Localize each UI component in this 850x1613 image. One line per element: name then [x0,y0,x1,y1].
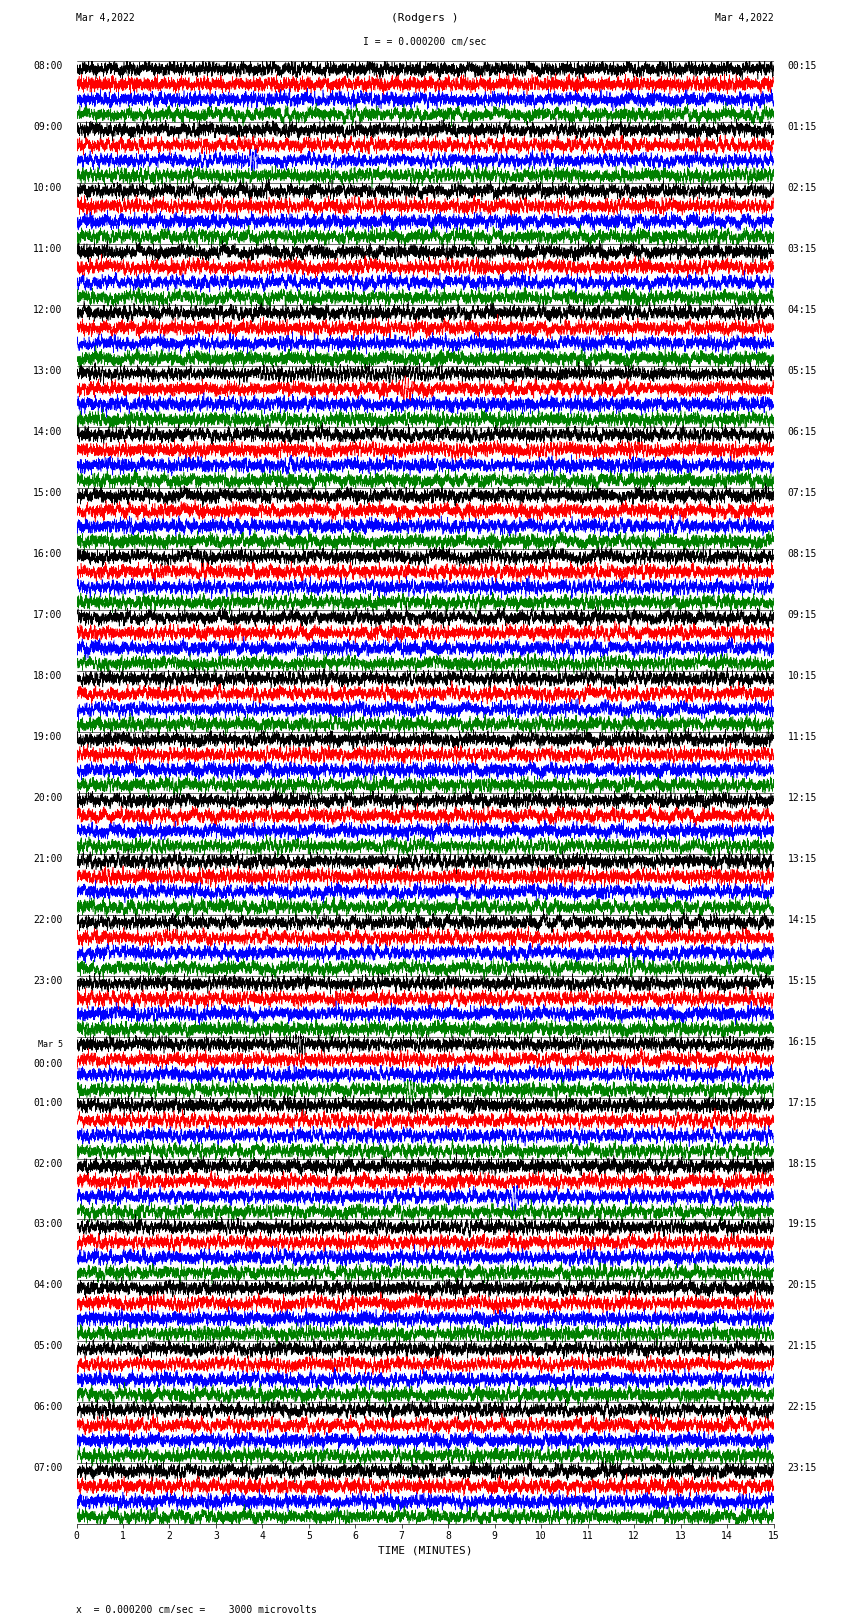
Text: 22:15: 22:15 [787,1402,817,1413]
Text: (Rodgers ): (Rodgers ) [391,13,459,23]
Text: 11:15: 11:15 [787,732,817,742]
Text: 09:00: 09:00 [33,123,63,132]
Text: 15:00: 15:00 [33,489,63,498]
Text: 00:00: 00:00 [33,1060,63,1069]
Text: 10:00: 10:00 [33,184,63,194]
Text: 22:00: 22:00 [33,915,63,924]
Text: 07:15: 07:15 [787,489,817,498]
Text: 14:15: 14:15 [787,915,817,924]
Text: 02:15: 02:15 [787,184,817,194]
Text: 13:00: 13:00 [33,366,63,376]
Text: 05:00: 05:00 [33,1342,63,1352]
Text: 18:00: 18:00 [33,671,63,681]
X-axis label: TIME (MINUTES): TIME (MINUTES) [377,1545,473,1555]
Text: 11:00: 11:00 [33,244,63,255]
Text: 10:15: 10:15 [787,671,817,681]
Text: Mar 4,2022: Mar 4,2022 [76,13,135,23]
Text: 14:00: 14:00 [33,427,63,437]
Text: 21:00: 21:00 [33,853,63,863]
Text: 04:00: 04:00 [33,1281,63,1290]
Text: 08:15: 08:15 [787,548,817,560]
Text: 17:15: 17:15 [787,1097,817,1108]
Text: 13:15: 13:15 [787,853,817,863]
Text: x  = 0.000200 cm/sec =    3000 microvolts: x = 0.000200 cm/sec = 3000 microvolts [76,1605,317,1613]
Text: 04:15: 04:15 [787,305,817,315]
Text: Mar 4,2022: Mar 4,2022 [715,13,774,23]
Text: 16:15: 16:15 [787,1037,817,1047]
Text: 19:00: 19:00 [33,732,63,742]
Text: 01:00: 01:00 [33,1097,63,1108]
Text: 23:15: 23:15 [787,1463,817,1473]
Text: Mar 5: Mar 5 [37,1040,63,1048]
Text: 03:00: 03:00 [33,1219,63,1229]
Text: 06:00: 06:00 [33,1402,63,1413]
Text: 05:15: 05:15 [787,366,817,376]
Text: 17:00: 17:00 [33,610,63,619]
Text: 12:15: 12:15 [787,794,817,803]
Text: 03:15: 03:15 [787,244,817,255]
Text: 02:00: 02:00 [33,1158,63,1168]
Text: 08:00: 08:00 [33,61,63,71]
Text: 06:15: 06:15 [787,427,817,437]
Text: 20:15: 20:15 [787,1281,817,1290]
Text: 00:15: 00:15 [787,61,817,71]
Text: 20:00: 20:00 [33,794,63,803]
Text: 07:00: 07:00 [33,1463,63,1473]
Text: 01:15: 01:15 [787,123,817,132]
Text: 18:15: 18:15 [787,1158,817,1168]
Text: 23:00: 23:00 [33,976,63,986]
Text: 09:15: 09:15 [787,610,817,619]
Text: 21:15: 21:15 [787,1342,817,1352]
Text: 16:00: 16:00 [33,548,63,560]
Text: 19:15: 19:15 [787,1219,817,1229]
Text: 15:15: 15:15 [787,976,817,986]
Text: 12:00: 12:00 [33,305,63,315]
Text: I = = 0.000200 cm/sec: I = = 0.000200 cm/sec [363,37,487,47]
